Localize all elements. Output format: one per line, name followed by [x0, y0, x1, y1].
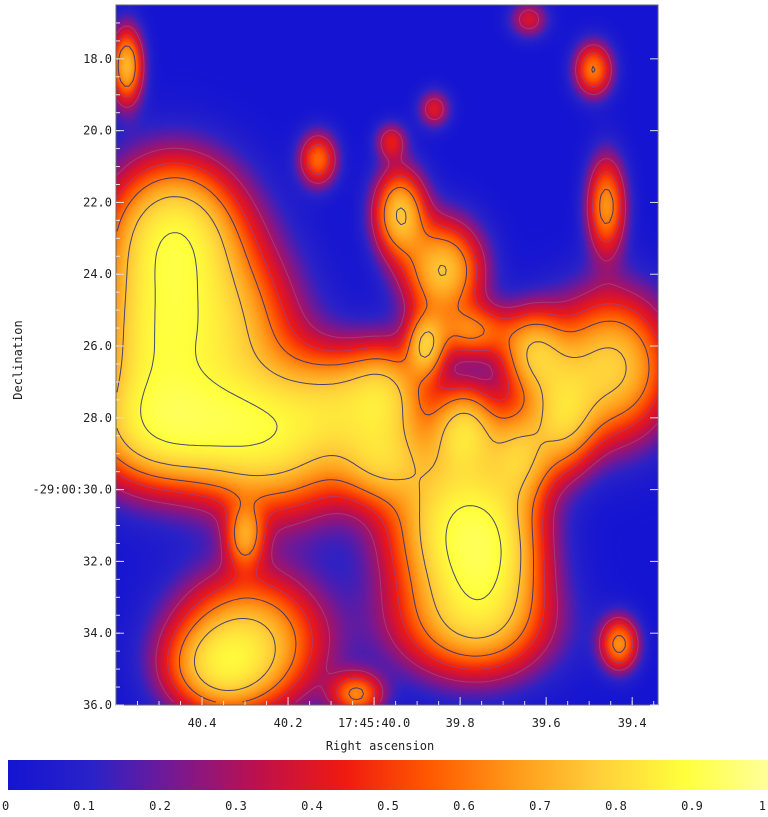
- intensity-image: [116, 5, 658, 705]
- y-tick-label: 18.0: [83, 52, 112, 66]
- y-tick-label: 36.0: [83, 698, 112, 712]
- colorbar-tick-label: 0.3: [225, 799, 247, 813]
- y-axis-ticks: 18.0 20.0 22.0 24.0 26.0 28.0 -29:00:30.0 32.0 3…: [33, 22, 658, 712]
- y-tick-label: 34.0: [83, 626, 112, 640]
- y-axis-title: Declination: [11, 320, 25, 399]
- colorbar-ticks: 0 0.1 0.2 0.3 0.4 0.5 0.6 0.7 0.8 0.9 1: [2, 799, 766, 813]
- x-tick-label: 40.4: [188, 716, 217, 730]
- colorbar-tick-label: 0.8: [605, 799, 627, 813]
- colorbar-tick-label: 0.5: [377, 799, 399, 813]
- colorbar-tick-label: 0.7: [529, 799, 551, 813]
- contour-line: [116, 196, 627, 691]
- x-tick-label: 39.8: [446, 716, 475, 730]
- plot-frame: [115, 4, 659, 706]
- colorbar-tick-label: 0.9: [681, 799, 703, 813]
- contour-line: [116, 45, 650, 703]
- x-tick-label: 40.2: [274, 716, 303, 730]
- x-axis-title: Right ascension: [326, 739, 434, 753]
- colorbar-tick-label: 0: [2, 799, 9, 813]
- y-tick-label: 26.0: [83, 339, 112, 353]
- colorbar-tick-label: 0.6: [453, 799, 475, 813]
- colorbar-tick-label: 0.2: [149, 799, 171, 813]
- x-axis-ticks: 40.4 40.2 17:45:40.0 39.8 39.6 39.4: [137, 697, 655, 730]
- contour-line: [116, 9, 658, 703]
- y-tick-label: -29:00:30.0: [33, 483, 112, 497]
- y-tick-label: 32.0: [83, 554, 112, 568]
- contour-line: [140, 232, 502, 601]
- colorbar: [8, 760, 768, 790]
- colorbar-tick-label: 0.1: [73, 799, 95, 813]
- y-tick-label: 28.0: [83, 411, 112, 425]
- y-tick-label: 24.0: [83, 267, 112, 281]
- y-tick-label: 22.0: [83, 195, 112, 209]
- contour-line: [116, 34, 658, 703]
- x-tick-label: 39.4: [618, 716, 647, 730]
- colorbar-tick-label: 0.4: [301, 799, 323, 813]
- intensity-map: [116, 5, 658, 705]
- x-tick-label: 17:45:40.0: [338, 716, 410, 730]
- contour-lines: [116, 9, 658, 703]
- colorbar-tick-label: 1: [759, 799, 766, 813]
- y-tick-label: 20.0: [83, 124, 112, 138]
- x-tick-label: 39.6: [532, 716, 561, 730]
